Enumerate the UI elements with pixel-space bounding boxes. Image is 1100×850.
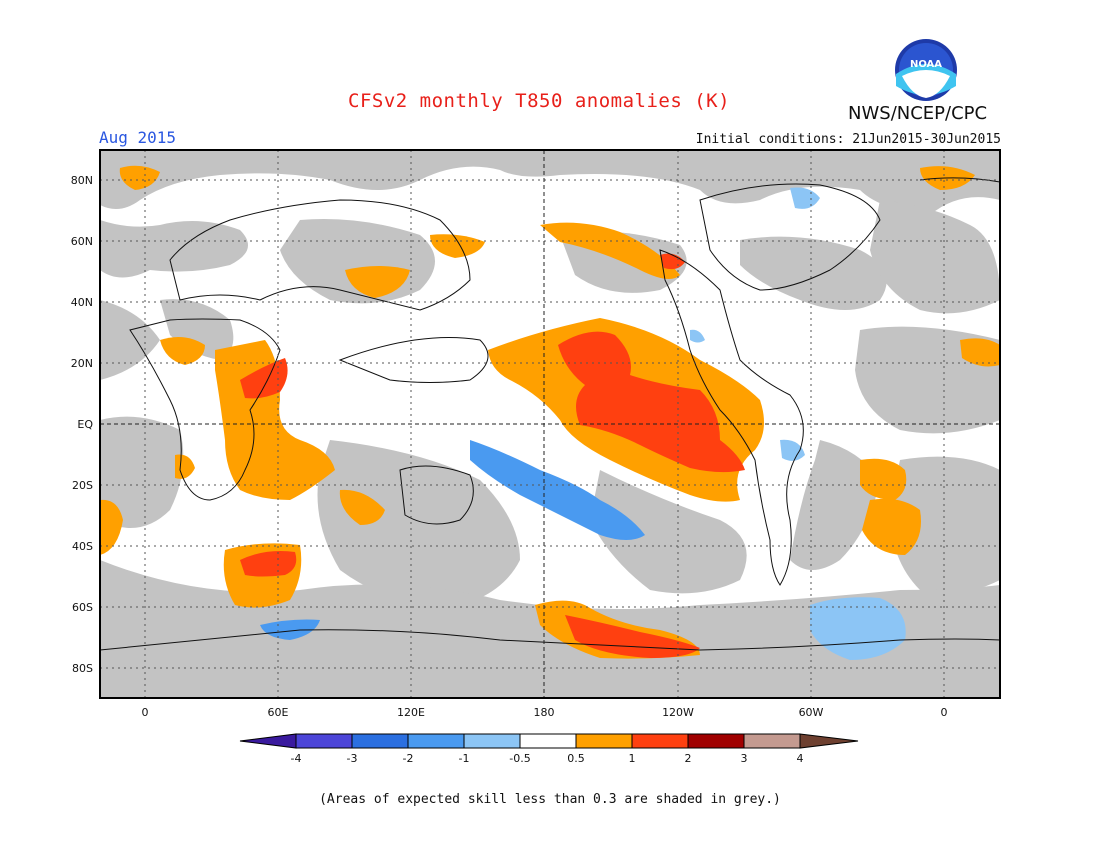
legend-tick: 0.5 [567, 752, 585, 765]
legend-tick: 3 [741, 752, 748, 765]
graticule [100, 150, 1000, 698]
legend-tick: -3 [347, 752, 358, 765]
coastlines [99, 177, 1001, 651]
noaa-logo-icon: NOAA [895, 39, 957, 101]
lat-label: 80N [71, 174, 93, 187]
lon-label: 0 [941, 706, 948, 719]
legend-swatch [520, 734, 576, 748]
lat-label: 20N [71, 357, 93, 370]
strong-warm-anomaly-areas [240, 253, 745, 658]
cool-anomaly-areas [260, 440, 645, 640]
latitude-labels: 80N 60N 40N 20N EQ 20S 40S 60S 80S [71, 174, 94, 675]
legend-tick: -4 [291, 752, 302, 765]
legend-tick: -0.5 [509, 752, 530, 765]
equator-dateline [100, 150, 1000, 698]
lat-label: EQ [77, 418, 93, 431]
footnote: (Areas of expected skill less than 0.3 a… [319, 792, 781, 807]
legend-arrow-right [800, 734, 858, 748]
noaa-logo-text: NOAA [910, 59, 942, 70]
map-frame [99, 149, 1001, 699]
organization-label: NWS/NCEP/CPC [848, 103, 988, 124]
legend-tick: -1 [459, 752, 470, 765]
legend-swatch [464, 734, 520, 748]
longitude-labels: 0 60E 120E 180 120W 60W 0 [142, 706, 948, 719]
map-title: CFSv2 monthly T850 anomalies (K) [348, 90, 731, 112]
legend-swatch [296, 734, 352, 748]
legend-swatch [352, 734, 408, 748]
color-legend: -4 -3 -2 -1 -0.5 0.5 1 2 3 4 [239, 733, 859, 765]
lon-label: 120W [662, 706, 694, 719]
lat-label: 40N [71, 296, 93, 309]
lon-label: 120E [397, 706, 425, 719]
legend-swatch [576, 734, 632, 748]
legend-tick: 4 [797, 752, 804, 765]
legend-tick: 1 [629, 752, 636, 765]
legend-swatch [688, 734, 744, 748]
legend-swatch [408, 734, 464, 748]
legend-arrow-left [240, 734, 296, 748]
lat-label: 60N [71, 235, 93, 248]
anomaly-map [99, 149, 1001, 699]
legend-swatch [632, 734, 688, 748]
lat-label: 40S [72, 540, 93, 553]
lon-label: 180 [534, 706, 555, 719]
lat-label: 20S [72, 479, 93, 492]
lat-label: 60S [72, 601, 93, 614]
legend-tick: -2 [403, 752, 414, 765]
lon-label: 60W [799, 706, 824, 719]
lat-label: 80S [72, 662, 93, 675]
lon-label: 60E [268, 706, 289, 719]
initial-conditions: Initial conditions: 21Jun2015-30Jun2015 [695, 132, 1001, 147]
forecast-month: Aug 2015 [99, 128, 177, 147]
legend-tick: 2 [685, 752, 692, 765]
legend-swatch [744, 734, 800, 748]
lon-label: 0 [142, 706, 149, 719]
